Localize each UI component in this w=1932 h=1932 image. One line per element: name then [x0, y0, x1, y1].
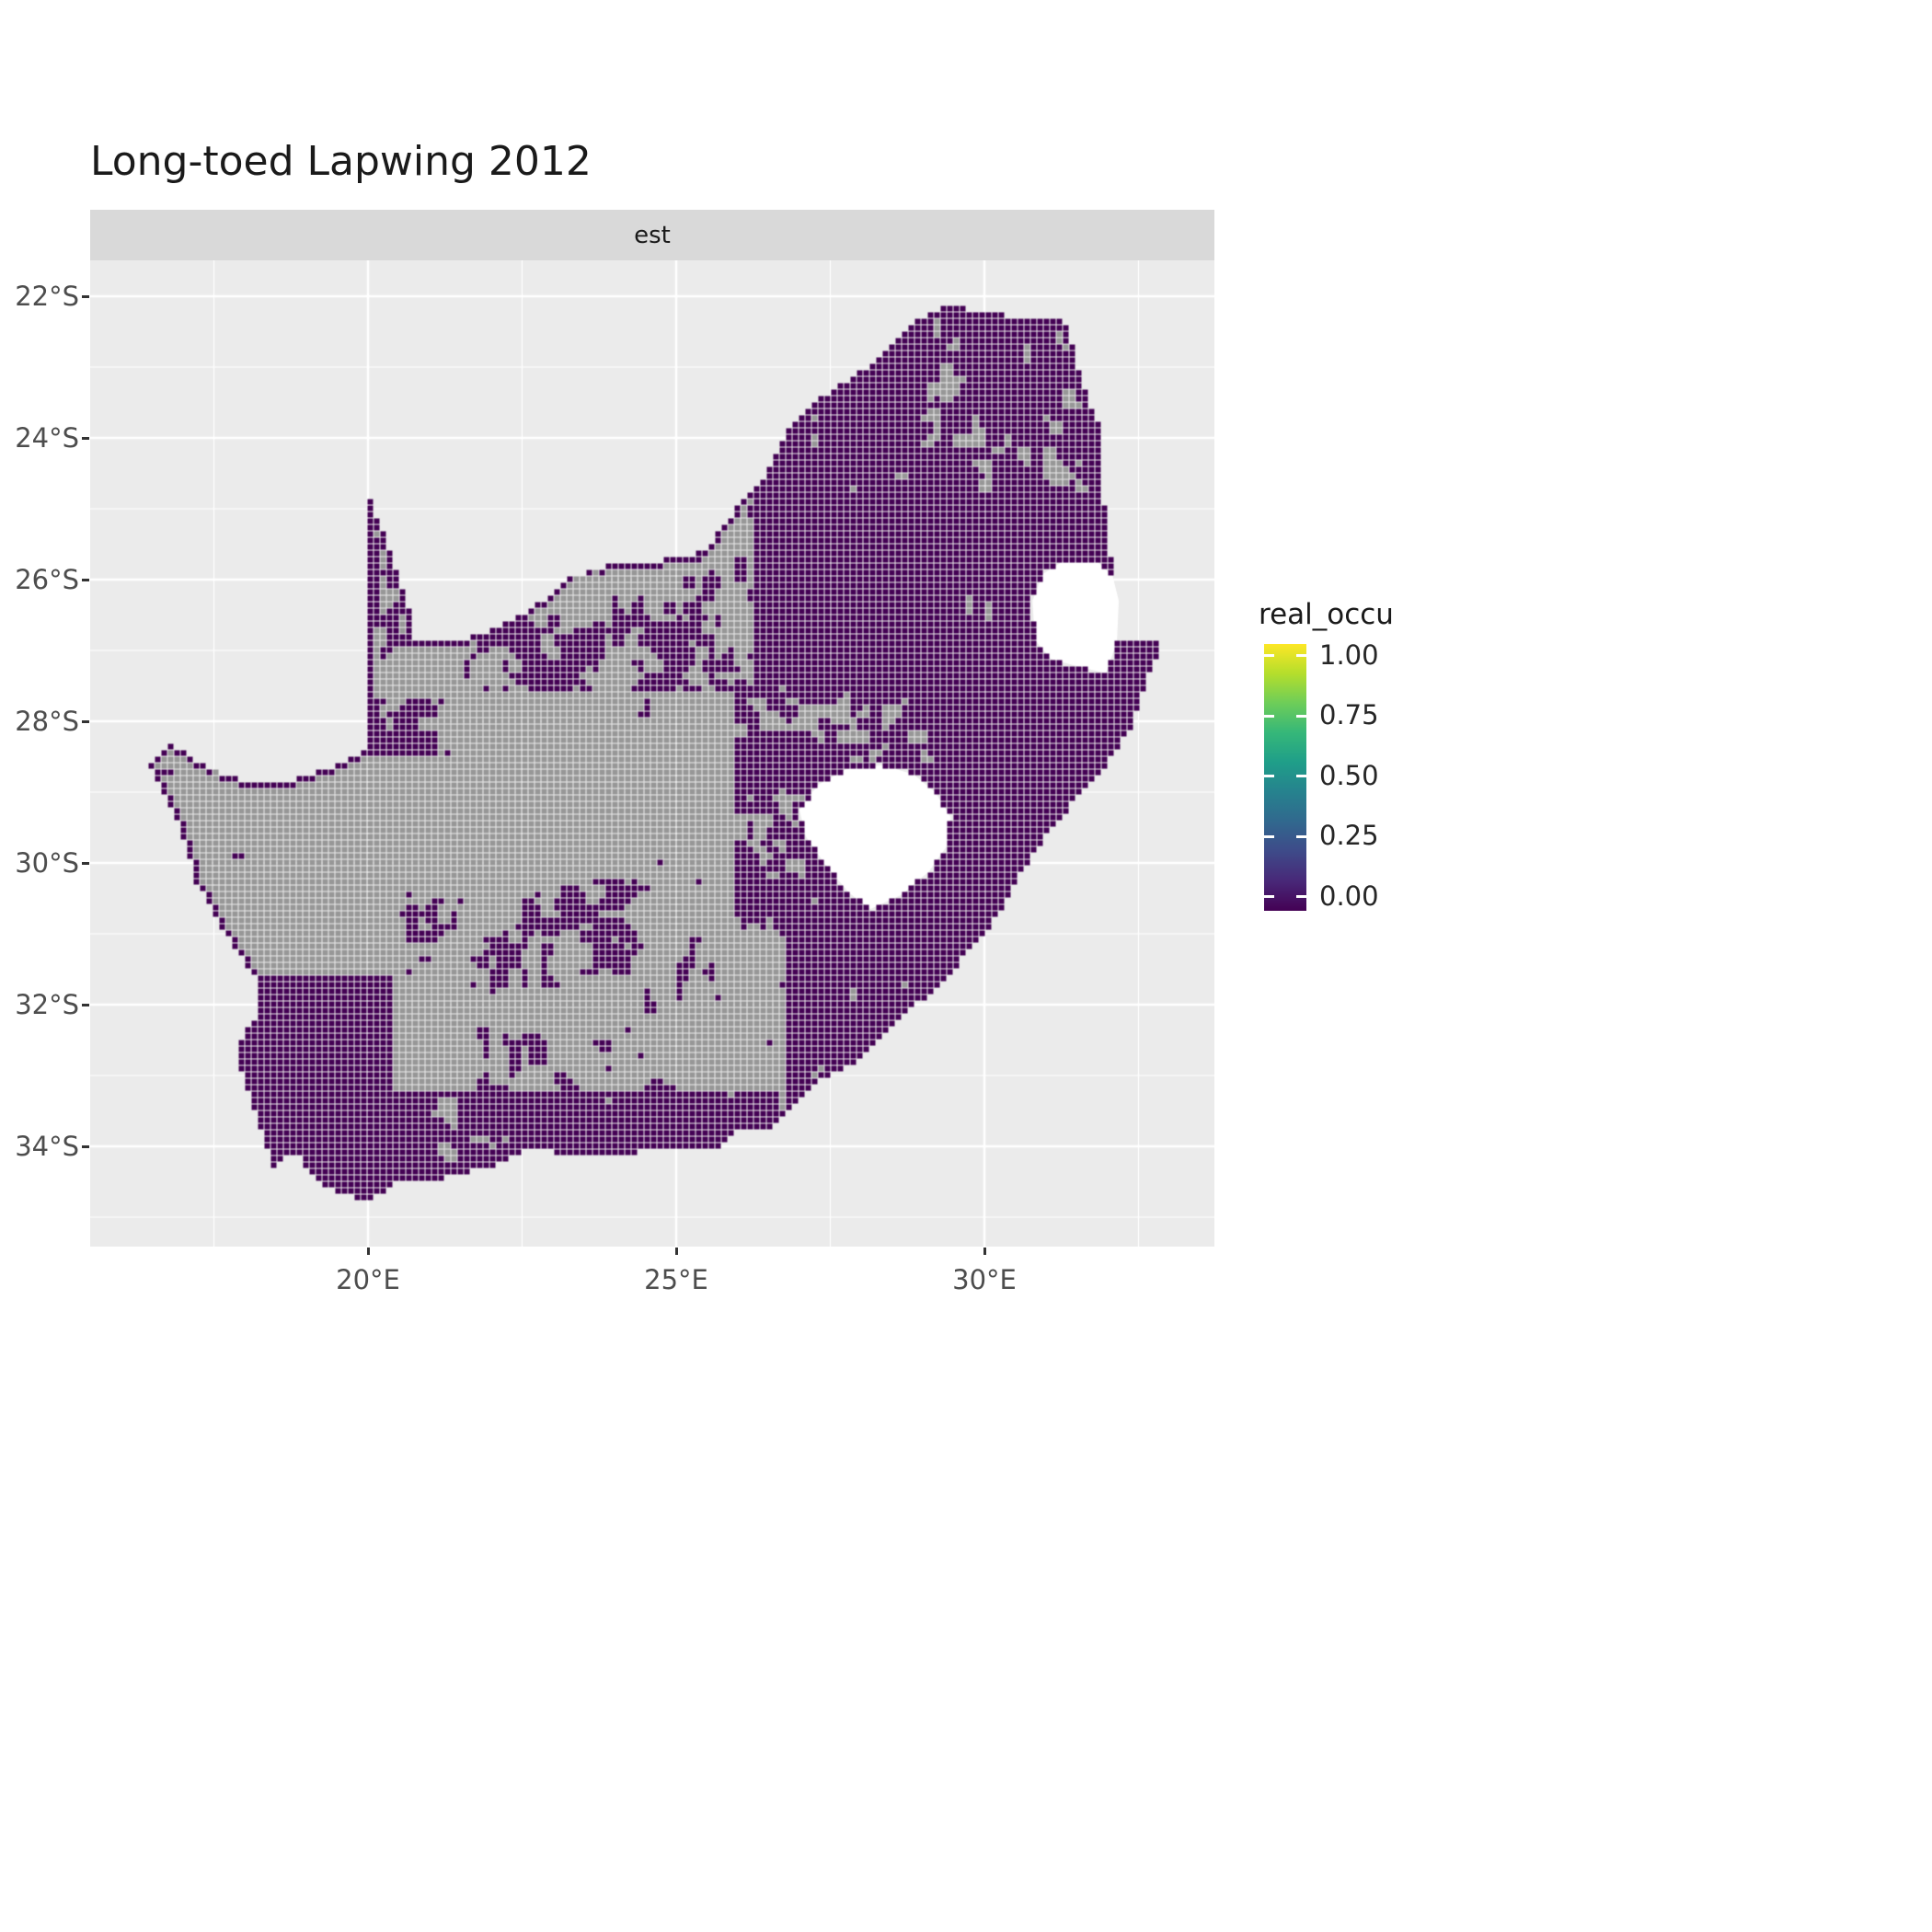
y-axis-tick-label: 30°S: [15, 847, 79, 879]
legend-tick-mark: [1264, 654, 1274, 657]
legend-tick-mark: [1264, 835, 1274, 838]
legend-tick-mark: [1296, 895, 1306, 898]
x-axis-tick-mark: [675, 1248, 678, 1255]
page-title: Long-toed Lapwing 2012: [90, 138, 592, 185]
y-axis-tick-mark: [82, 295, 89, 298]
map-canvas: [90, 260, 1214, 1247]
legend-tick-label: 0.25: [1319, 820, 1379, 851]
plot-panel: [90, 260, 1214, 1247]
x-axis-tick-label: 30°E: [952, 1264, 1017, 1295]
legend-title: real_occu: [1259, 598, 1394, 631]
y-axis-tick-label: 22°S: [15, 281, 79, 312]
y-axis-tick-label: 34°S: [15, 1131, 79, 1162]
legend-tick-label: 0.75: [1319, 699, 1379, 730]
legend-tick-label: 0.00: [1319, 880, 1379, 912]
y-axis-tick-mark: [82, 1145, 89, 1148]
x-axis-tick-mark: [367, 1248, 370, 1255]
facet-strip: est: [90, 210, 1214, 260]
legend-tick-mark: [1264, 775, 1274, 777]
legend-tick-mark: [1296, 715, 1306, 718]
legend-tick-mark: [1296, 775, 1306, 777]
facet-label: est: [634, 221, 671, 249]
legend-colorbar: [1264, 644, 1306, 911]
y-axis-tick-mark: [82, 862, 89, 865]
legend-tick-label: 1.00: [1319, 639, 1379, 671]
y-axis-tick-mark: [82, 1004, 89, 1006]
y-axis-tick-mark: [82, 437, 89, 440]
x-axis-tick-mark: [983, 1248, 986, 1255]
legend-tick-mark: [1296, 835, 1306, 838]
y-axis-tick-label: 32°S: [15, 989, 79, 1020]
y-axis-tick-label: 24°S: [15, 422, 79, 454]
y-axis-tick-mark: [82, 579, 89, 581]
x-axis-tick-label: 20°E: [336, 1264, 400, 1295]
legend-tick-label: 0.50: [1319, 760, 1379, 791]
y-axis-tick-label: 26°S: [15, 564, 79, 595]
legend-tick-mark: [1264, 715, 1274, 718]
legend-tick-mark: [1264, 895, 1274, 898]
legend-tick-mark: [1296, 654, 1306, 657]
x-axis-tick-label: 25°E: [644, 1264, 708, 1295]
y-axis-tick-label: 28°S: [15, 706, 79, 737]
y-axis-tick-mark: [82, 720, 89, 723]
